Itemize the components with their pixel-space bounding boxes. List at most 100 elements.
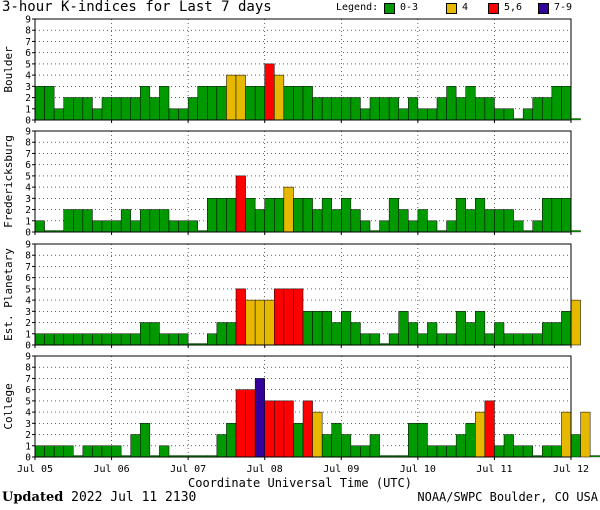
panel-frame (34, 130, 572, 233)
y-tick-label: 0 (25, 116, 31, 127)
bar (455, 97, 466, 121)
bar (350, 322, 361, 346)
bar (130, 333, 141, 346)
x-tick-label: Jul 12 (553, 464, 589, 475)
bar (149, 322, 160, 346)
bar (207, 198, 218, 233)
bar (168, 333, 179, 346)
y-tick-label: 7 (25, 37, 31, 48)
bar (513, 445, 524, 458)
bar (283, 86, 294, 121)
bar (341, 97, 352, 121)
bar (446, 86, 457, 121)
bar (111, 445, 122, 458)
y-tick-label: 9 (25, 240, 31, 251)
bar (379, 220, 390, 233)
y-tick-label: 6 (25, 48, 31, 59)
legend-text-4: 4 (462, 2, 469, 13)
bar (159, 445, 170, 458)
bar (264, 299, 275, 346)
bar (388, 333, 399, 346)
bar (264, 198, 275, 233)
bar (34, 333, 45, 346)
bar (216, 322, 227, 346)
bar (92, 445, 103, 458)
y-tick-label: 4 (25, 296, 31, 307)
bar (475, 311, 486, 346)
y-tick-label: 4 (25, 408, 31, 419)
legend-text-5-6: 5,6 (504, 2, 523, 13)
bar (465, 86, 476, 121)
bar (53, 445, 64, 458)
bar (235, 389, 246, 458)
series-label: Est. Planetary (2, 248, 15, 341)
bar (417, 423, 428, 458)
bar (235, 175, 246, 233)
y-tick-label: 9 (25, 352, 31, 363)
y-tick-label: 6 (25, 273, 31, 284)
bar (427, 322, 438, 346)
bar (465, 322, 476, 346)
bar (101, 333, 112, 346)
bar (408, 97, 419, 121)
bar (446, 333, 457, 346)
bar (245, 389, 256, 458)
bar (446, 220, 457, 233)
bar (484, 209, 495, 233)
bar (484, 400, 495, 458)
bar (312, 97, 323, 121)
y-tick-label: 5 (25, 284, 31, 295)
bar (207, 86, 218, 121)
bar (302, 86, 313, 121)
bar (73, 333, 84, 346)
bar (53, 108, 64, 121)
bar (216, 434, 227, 458)
bar (92, 333, 103, 346)
panel-frame (34, 18, 572, 121)
bar (283, 400, 294, 458)
bar (580, 411, 591, 458)
bar (494, 322, 505, 346)
bar (187, 220, 198, 233)
x-tick-label: Jul 10 (400, 464, 436, 475)
bar (82, 97, 93, 121)
bar (427, 220, 438, 233)
bar (503, 333, 514, 346)
y-tick-label: 5 (25, 171, 31, 182)
bar (331, 423, 342, 458)
bar (484, 97, 495, 121)
bar (264, 63, 275, 121)
y-tick-label: 3 (25, 419, 31, 430)
chart-title: 3-hour K-indices for Last 7 days (2, 0, 272, 15)
bar (503, 209, 514, 233)
bar (522, 333, 533, 346)
bar (312, 411, 323, 458)
y-tick-label: 9 (25, 127, 31, 138)
bar (63, 333, 74, 346)
bar (494, 445, 505, 458)
bar (455, 434, 466, 458)
bar (551, 445, 562, 458)
bar (101, 445, 112, 458)
bar (274, 288, 285, 346)
bar (254, 86, 265, 121)
bar (130, 220, 141, 233)
bar (111, 97, 122, 121)
bar (34, 445, 45, 458)
credit-text: NOAA/SWPC Boulder, CO USA (417, 490, 598, 504)
bar (398, 108, 409, 121)
y-tick-label: 5 (25, 396, 31, 407)
bar (302, 311, 313, 346)
bar (341, 311, 352, 346)
y-tick-label: 8 (25, 26, 31, 37)
bar (379, 97, 390, 121)
bar (513, 333, 524, 346)
x-tick-label: Jul 05 (17, 464, 53, 475)
bar (149, 97, 160, 121)
bar (293, 86, 304, 121)
bar (503, 434, 514, 458)
y-tick-label: 3 (25, 307, 31, 318)
panel-frame (34, 355, 572, 458)
bar (513, 220, 524, 233)
